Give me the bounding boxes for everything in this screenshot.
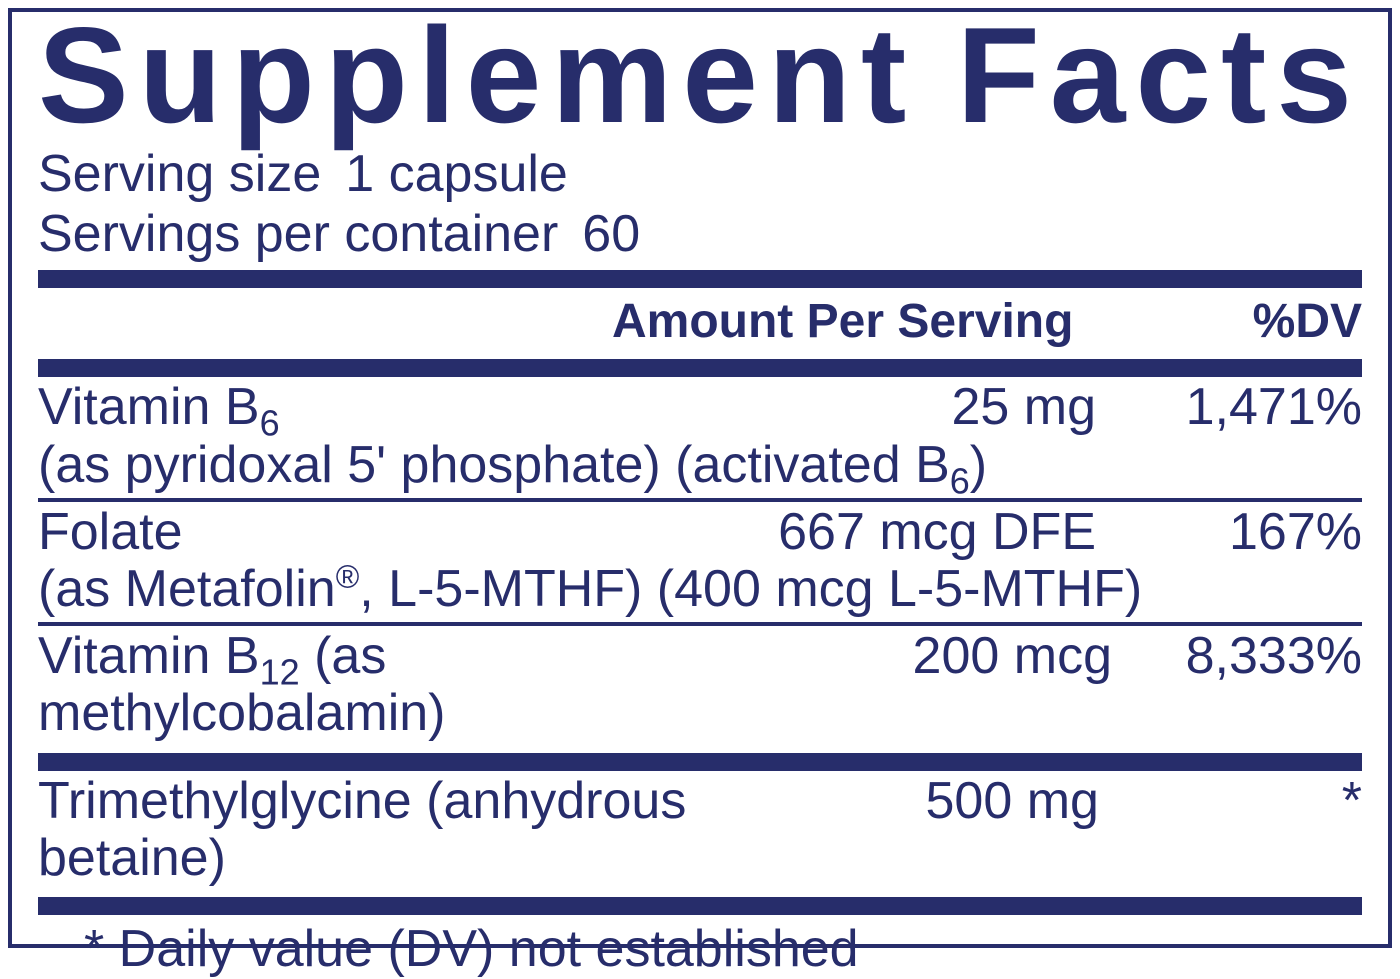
- ingredient-row: Vitamin B12 (as methylcobalamin) 200 mcg…: [38, 626, 1362, 746]
- header-amount: Amount Per Serving: [612, 294, 1172, 349]
- name-text: Vitamin B: [38, 627, 260, 685]
- ingredient-dv: 1,471%: [1132, 379, 1362, 436]
- header-dv: %DV: [1172, 294, 1362, 349]
- serving-size-line: Serving size 1 capsule: [38, 145, 1362, 205]
- divider-thick: [38, 359, 1362, 377]
- supplement-facts-panel: Supplement Facts Serving size 1 capsule …: [8, 8, 1392, 948]
- detail-subscript: 6: [950, 460, 970, 501]
- detail-tail: ): [970, 436, 987, 494]
- panel-title: Supplement Facts: [38, 4, 1362, 147]
- divider-thick: [38, 753, 1362, 771]
- ingredient-amount: 25 mg: [712, 379, 1132, 436]
- ingredient-dv: *: [1135, 773, 1362, 887]
- ingredient-amount: 500 mg: [878, 773, 1135, 887]
- ingredient-dv: 8,333%: [1148, 628, 1362, 742]
- header-spacer: [38, 294, 612, 349]
- detail-tail: , L-5-MTHF) (400 mcg L-5-MTHF): [359, 560, 1142, 618]
- divider-thick: [38, 897, 1362, 915]
- detail-text: (as Metafolin: [38, 560, 336, 618]
- detail-superscript: ®: [336, 559, 360, 595]
- servings-per-label: Servings per container: [38, 205, 558, 265]
- divider-thick: [38, 270, 1362, 288]
- column-headers: Amount Per Serving %DV: [38, 294, 1362, 349]
- name-text: Vitamin B: [38, 378, 260, 436]
- ingredient-dv: 167%: [1132, 504, 1362, 561]
- ingredient-name: Vitamin B6: [38, 379, 712, 436]
- footnote: * Daily value (DV) not established: [38, 915, 1362, 979]
- servings-per-value: 60: [582, 205, 640, 265]
- ingredient-detail: (as pyridoxal 5' phosphate) (activated B…: [38, 437, 1362, 498]
- ingredient-row: Trimethylglycine (anhydrous betaine) 500…: [38, 771, 1362, 891]
- servings-per-line: Servings per container 60: [38, 205, 1362, 265]
- serving-size-value: 1 capsule: [345, 145, 568, 205]
- ingredient-name: Trimethylglycine (anhydrous betaine): [38, 773, 878, 887]
- ingredient-row: Vitamin B6 25 mg 1,471%: [38, 377, 1362, 436]
- detail-text: (as pyridoxal 5' phosphate) (activated B: [38, 436, 950, 494]
- title-word-2: Facts: [957, 4, 1362, 147]
- title-word-1: Supplement: [38, 4, 916, 147]
- ingredient-name: Folate: [38, 504, 712, 561]
- ingredient-amount: 667 mcg DFE: [712, 504, 1132, 561]
- ingredient-detail: (as Metafolin®, L-5-MTHF) (400 mcg L-5-M…: [38, 561, 1362, 622]
- ingredient-row: Folate 667 mcg DFE 167%: [38, 502, 1362, 561]
- ingredient-name: Vitamin B12 (as methylcobalamin): [38, 628, 755, 742]
- serving-size-label: Serving size: [38, 145, 321, 205]
- ingredient-amount: 200 mcg: [755, 628, 1148, 742]
- serving-block: Serving size 1 capsule Servings per cont…: [38, 145, 1362, 265]
